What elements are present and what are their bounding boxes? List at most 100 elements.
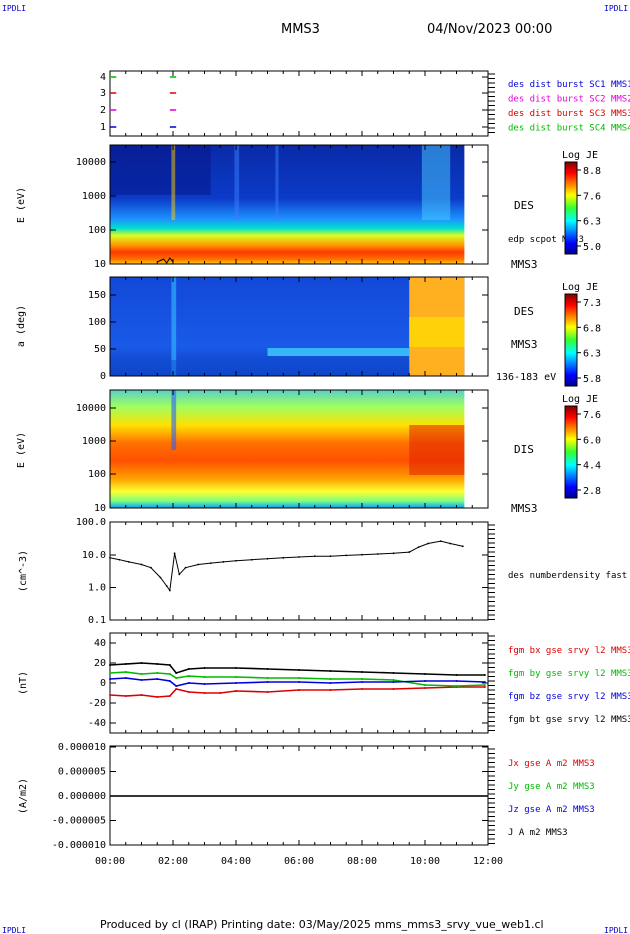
- density-ylabel: (cm^-3): [18, 550, 29, 592]
- mag-ylabel: (nT): [18, 671, 29, 695]
- mag-point: [109, 664, 111, 666]
- mag-point: [483, 684, 486, 686]
- density-point: [127, 561, 130, 563]
- des-energy-colorbar-tick-label: 5.0: [583, 242, 601, 253]
- mag-point: [219, 692, 222, 694]
- mag-point: [203, 683, 206, 685]
- mag-point: [235, 682, 237, 684]
- mag-panel-ytick-label: 0: [100, 678, 106, 689]
- mag-panel-ytick-label: 40: [94, 638, 106, 649]
- mag-point: [266, 668, 269, 670]
- burst-legend-item: des dist burst SC2 MMS2: [508, 95, 630, 105]
- des-energy-streak: [171, 145, 176, 220]
- mag-point: [235, 667, 237, 669]
- mag-point: [156, 672, 159, 674]
- des-pitch-colorbar-tick-label: 5.8: [583, 374, 601, 385]
- des-energy-ylabel: E (eV): [16, 187, 27, 223]
- des-energy-streak: [275, 145, 279, 220]
- mag-panel-ytick-label: -20: [88, 698, 106, 709]
- dis-energy-colorbar-title: Log JE: [562, 394, 598, 405]
- current-legend-item: Jz gse A m2 MMS3: [508, 805, 595, 815]
- des-energy-colorbar-tick-label: 7.6: [583, 191, 601, 202]
- mag-point: [329, 689, 332, 691]
- corner-label-bottom-right: IPDLI: [604, 926, 629, 934]
- density-point: [118, 558, 121, 561]
- des-pitch-colorbar-tick-label: 7.3: [583, 298, 601, 309]
- mag-point: [361, 678, 363, 680]
- mag-point: [361, 688, 363, 690]
- current-panel-ytick-label: -0.000010: [52, 840, 106, 851]
- mag-point: [168, 673, 171, 675]
- des-pitch-ytick-label: 100: [88, 317, 106, 328]
- mag-point: [175, 685, 178, 687]
- mag-point: [424, 673, 426, 675]
- des-energy-ytick-label: 100: [88, 225, 106, 236]
- des-pitch-low-band: [110, 360, 410, 376]
- burst-legend-item: des dist burst SC1 MMS1: [508, 80, 630, 90]
- mag-point: [187, 691, 190, 693]
- mag-point: [175, 688, 178, 690]
- time-tick-label: 00:00: [95, 856, 125, 867]
- des-energy-streak: [421, 145, 451, 220]
- density-point: [197, 563, 200, 566]
- mag-point: [455, 685, 458, 687]
- mag-point: [455, 674, 458, 676]
- mag-point: [156, 678, 159, 680]
- mag-legend-item: fgm bz gse srvy l2 MMS3: [508, 692, 630, 702]
- des-pitch-ylabel: a (deg): [16, 305, 27, 347]
- density-point: [449, 542, 452, 545]
- des-energy-streak: [234, 145, 240, 220]
- mag-point: [329, 678, 332, 680]
- mag-point: [140, 673, 143, 675]
- dis-energy-ytick-label: 1000: [82, 436, 106, 447]
- current-panel-ytick-label: 0.000010: [58, 742, 106, 753]
- density-point: [168, 589, 171, 592]
- des-pitch-streak: [171, 277, 177, 376]
- corner-label-top-right: IPDLI: [604, 4, 629, 13]
- dis-energy-ytick-label: 10: [94, 503, 106, 514]
- current-panel-ytick-label: 0.000005: [58, 767, 106, 778]
- burst-panel-ytick-label: 1: [100, 122, 106, 133]
- burst-panel-frame: [109, 70, 489, 137]
- mag-point: [187, 675, 190, 677]
- mag-point: [203, 692, 206, 694]
- des-energy-ytick-label: 10000: [76, 157, 106, 168]
- density-point: [209, 562, 212, 565]
- mag-point: [124, 671, 127, 673]
- burst-legend-item: des dist burst SC4 MMS4: [508, 124, 630, 134]
- mag-point: [424, 684, 426, 686]
- des-energy-ytick-label: 1000: [82, 191, 106, 202]
- density-point: [361, 553, 363, 556]
- time-tick-label: 02:00: [158, 856, 188, 867]
- corner-label-top-left: IPDLI: [2, 4, 27, 13]
- mag-point: [235, 690, 237, 692]
- time-tick-label: 04:00: [221, 856, 251, 867]
- mag-panel-ytick-label: -40: [88, 718, 106, 729]
- mag-point: [203, 667, 206, 669]
- current-legend-item: J A m2 MMS3: [508, 828, 568, 838]
- density-point: [178, 573, 181, 576]
- mag-point: [187, 668, 190, 670]
- mag-point: [140, 679, 143, 681]
- mag-point: [455, 680, 458, 682]
- density-point: [329, 555, 332, 558]
- des-pitch-colorbar-title: Log JE: [562, 282, 598, 293]
- mag-point: [156, 663, 159, 665]
- mag-point: [424, 680, 426, 682]
- density-point: [184, 566, 187, 569]
- dis-energy-colorbar-tick-label: 2.8: [583, 486, 601, 497]
- mag-point: [392, 688, 395, 690]
- page-title: MMS3: [281, 22, 320, 37]
- mag-point: [124, 695, 127, 697]
- density-point: [282, 556, 285, 559]
- des-pitch-sc-label: MMS3: [511, 338, 538, 351]
- des-energy-ytick-label: 10: [94, 259, 106, 270]
- density-point: [439, 540, 442, 543]
- mag-point: [175, 672, 178, 674]
- density-panel-ytick-label: 100.0: [76, 517, 106, 528]
- mag-point: [266, 681, 269, 683]
- mag-point: [235, 676, 237, 678]
- density-panel-ytick-label: 10.0: [82, 550, 106, 561]
- mag-point: [361, 681, 363, 683]
- density-point: [461, 545, 464, 548]
